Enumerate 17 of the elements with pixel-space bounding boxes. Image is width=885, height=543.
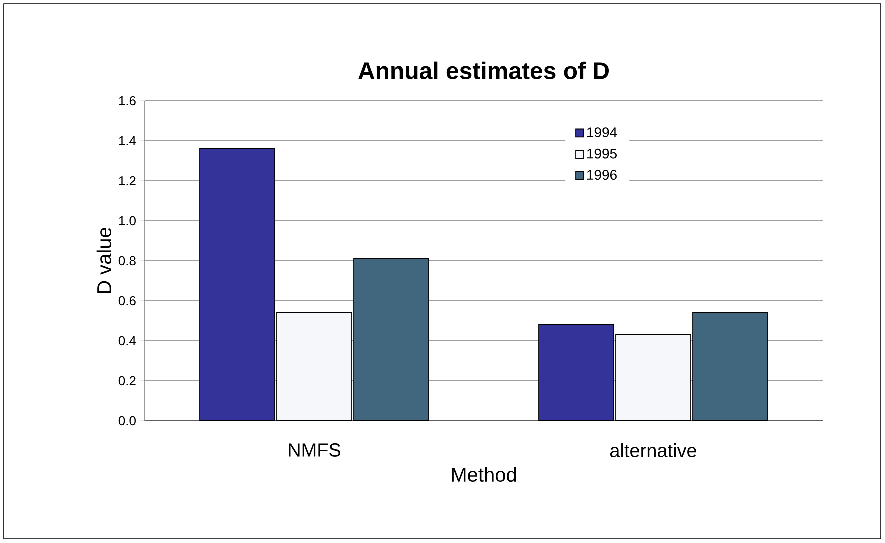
y-axis-title: D value [96, 228, 112, 294]
legend-label: 1995 [588, 148, 617, 159]
y-tick-label: 1.2 [119, 176, 136, 186]
chart-title: Annual estimates of D [358, 62, 610, 80]
y-tick-label: 0.4 [118, 336, 136, 346]
legend-label: 1996 [588, 170, 617, 180]
y-tick-label: 0.8 [118, 256, 136, 266]
legend-label: 1994 [588, 128, 618, 138]
y-tick-label: 0.2 [118, 376, 136, 386]
y-tick-label: 1.0 [119, 216, 136, 226]
y-tick-label: 0.6 [118, 296, 136, 306]
x-tick-label: alternative [610, 444, 696, 458]
x-tick-label: NMFS [289, 444, 341, 457]
y-tick-label: 1.6 [119, 96, 136, 106]
x-axis-title: Method [452, 467, 516, 482]
y-tick-label: 1.4 [119, 136, 136, 146]
y-tick-label: 0.0 [118, 416, 136, 426]
